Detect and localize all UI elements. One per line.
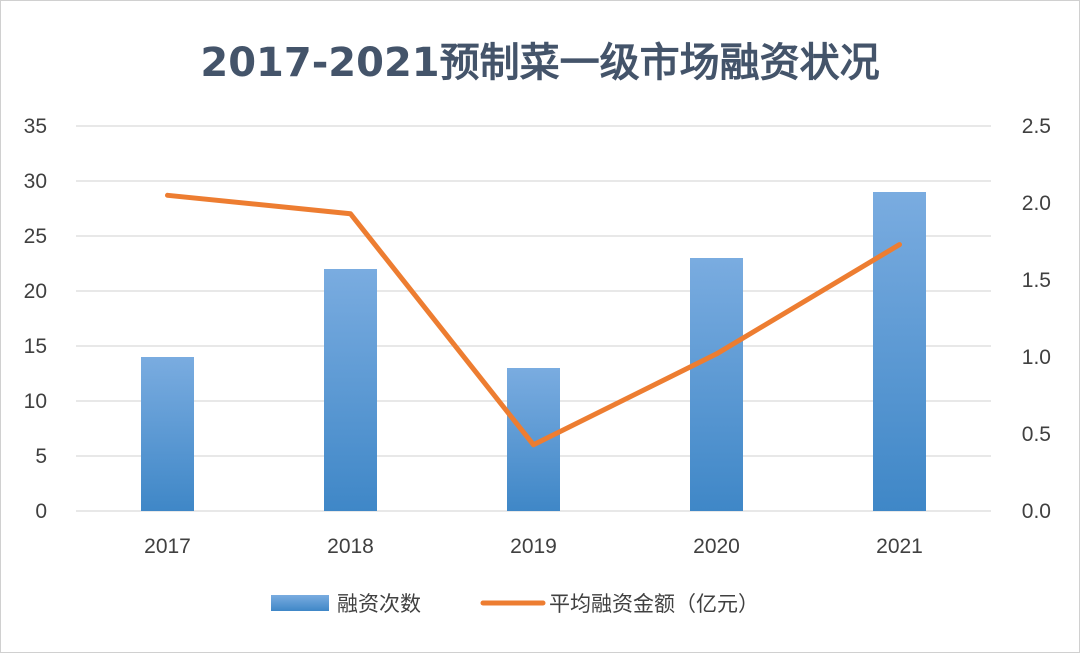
line-series bbox=[165, 192, 902, 448]
bars bbox=[141, 192, 926, 511]
y-right-tick-label: 0.0 bbox=[1022, 500, 1051, 523]
bar bbox=[873, 192, 926, 511]
axis-labels: 0 5 10 15 20 25 30 35 0.0 0.5 1.0 1.5 2.0 2.5 2017 2018… bbox=[24, 115, 1051, 558]
x-tick-label: 2017 bbox=[144, 535, 191, 558]
y-left-tick-label: 30 bbox=[24, 170, 47, 193]
x-tick-label: 2018 bbox=[327, 535, 374, 558]
bar bbox=[141, 357, 194, 511]
y-right-tick-label: 0.5 bbox=[1022, 423, 1051, 446]
x-tick-label: 2021 bbox=[876, 535, 923, 558]
y-right-tick-label: 1.0 bbox=[1022, 346, 1051, 369]
legend-swatch-bar bbox=[271, 595, 329, 611]
y-left-tick-label: 15 bbox=[24, 335, 47, 358]
bar bbox=[507, 368, 560, 511]
y-right-tick-label: 1.5 bbox=[1022, 269, 1051, 292]
x-tick-label: 2019 bbox=[510, 535, 557, 558]
y-left-tick-label: 20 bbox=[24, 280, 47, 303]
line-path bbox=[165, 192, 902, 448]
legend-label-bar: 融资次数 bbox=[337, 592, 421, 616]
y-left-tick-label: 25 bbox=[24, 225, 47, 248]
y-right-tick-label: 2.5 bbox=[1022, 115, 1051, 138]
y-left-tick-label: 0 bbox=[35, 500, 47, 523]
y-left-tick-label: 10 bbox=[24, 390, 47, 413]
bar bbox=[690, 258, 743, 511]
legend-label-line: 平均融资金额（亿元） bbox=[549, 592, 759, 616]
bar bbox=[324, 269, 377, 511]
y-right-tick-label: 2.0 bbox=[1022, 192, 1051, 215]
x-tick-label: 2020 bbox=[693, 535, 740, 558]
y-left-tick-label: 5 bbox=[35, 445, 47, 468]
chart-title: 2017-2021预制菜一级市场融资状况 bbox=[200, 40, 879, 86]
legend: 融资次数 平均融资金额（亿元） bbox=[271, 592, 759, 616]
y-left-tick-label: 35 bbox=[24, 115, 47, 138]
